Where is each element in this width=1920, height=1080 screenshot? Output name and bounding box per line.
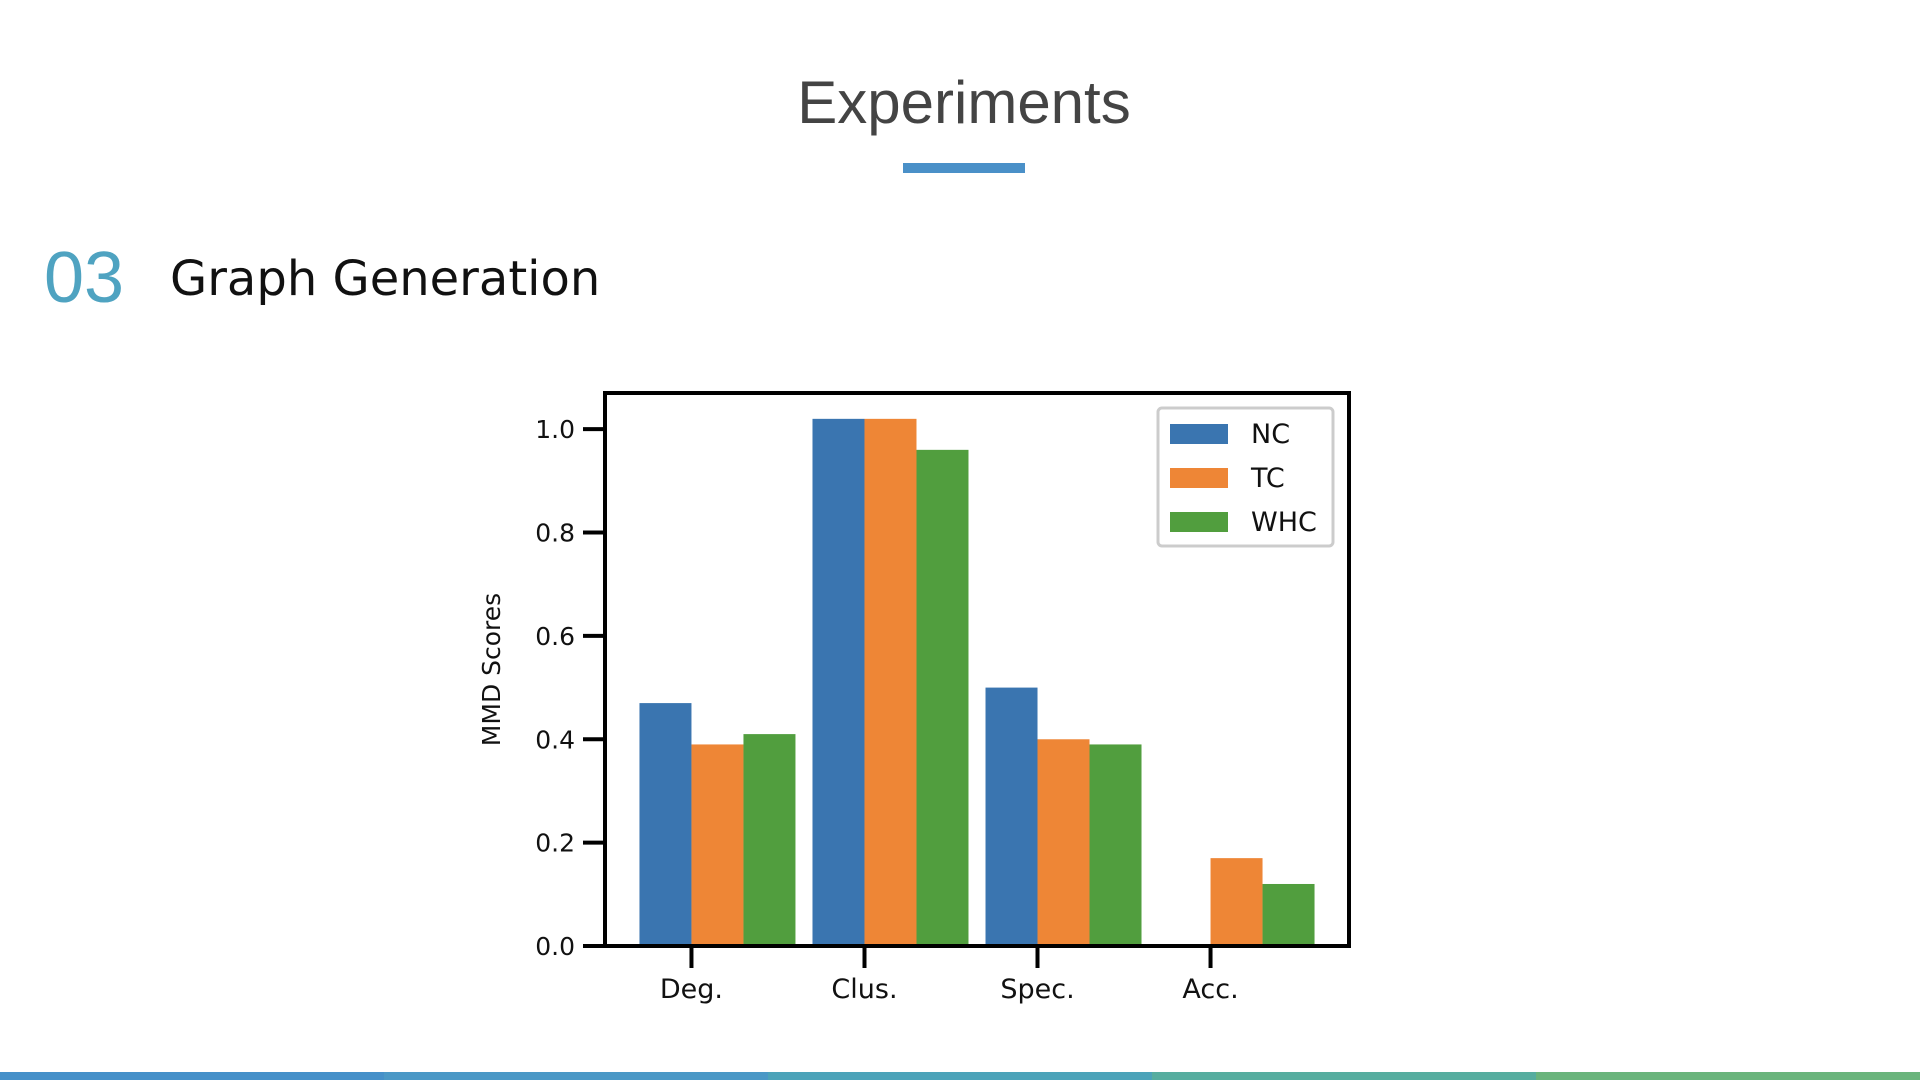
legend-label-whc: WHC [1251, 507, 1317, 538]
bar-whc-2 [1089, 744, 1142, 946]
legend-label-nc: NC [1251, 419, 1290, 450]
bar-nc-0 [639, 703, 692, 946]
footer-bar [0, 1072, 1920, 1080]
bar-whc-1 [916, 449, 969, 946]
footer-segment-4 [1152, 1072, 1536, 1080]
y-tick-label-4: 0.8 [535, 519, 575, 548]
bar-nc-1 [812, 418, 865, 946]
bar-nc-2 [985, 687, 1038, 946]
section-number: 03 [44, 238, 125, 318]
bar-whc-0 [743, 734, 796, 946]
y-tick-label-1: 0.2 [535, 829, 575, 858]
bar-chart: 0.0 0.2 0.4 0.6 0.8 1.0 Deg. Clus. Spec. Acc. MMD … [477, 391, 1351, 1005]
y-tick-label-3: 0.6 [535, 622, 575, 651]
y-tick-label-0: 0.0 [535, 932, 575, 961]
bar-whc-3 [1262, 883, 1315, 946]
legend: NC TC WHC [1156, 406, 1335, 548]
footer-segment-3 [768, 1072, 1152, 1080]
x-tick-label-3: Acc. [1182, 974, 1238, 1005]
x-tick-label-0: Deg. [660, 974, 723, 1005]
bar-tc-0 [691, 744, 744, 946]
legend-swatch-nc [1170, 424, 1228, 444]
title-underline [903, 163, 1025, 173]
plot-frame [603, 391, 1351, 948]
footer-segment-1 [0, 1072, 384, 1080]
legend-label-tc: TC [1250, 463, 1285, 494]
bar-tc-3 [1210, 858, 1263, 946]
x-tick-label-1: Clus. [831, 974, 897, 1005]
footer-segment-2 [384, 1072, 768, 1080]
bar-tc-2 [1037, 739, 1090, 946]
x-tick-label-2: Spec. [1000, 974, 1074, 1005]
legend-swatch-tc [1170, 468, 1228, 488]
slide-title: Experiments [797, 69, 1131, 136]
y-tick-label-5: 1.0 [535, 415, 575, 444]
legend-swatch-whc [1170, 512, 1228, 532]
section-title: Graph Generation [170, 251, 601, 307]
y-axis-label: MMD Scores [477, 593, 506, 746]
y-tick-label-2: 0.4 [535, 725, 575, 754]
footer-segment-5 [1536, 1072, 1920, 1080]
bar-tc-1 [864, 418, 917, 946]
